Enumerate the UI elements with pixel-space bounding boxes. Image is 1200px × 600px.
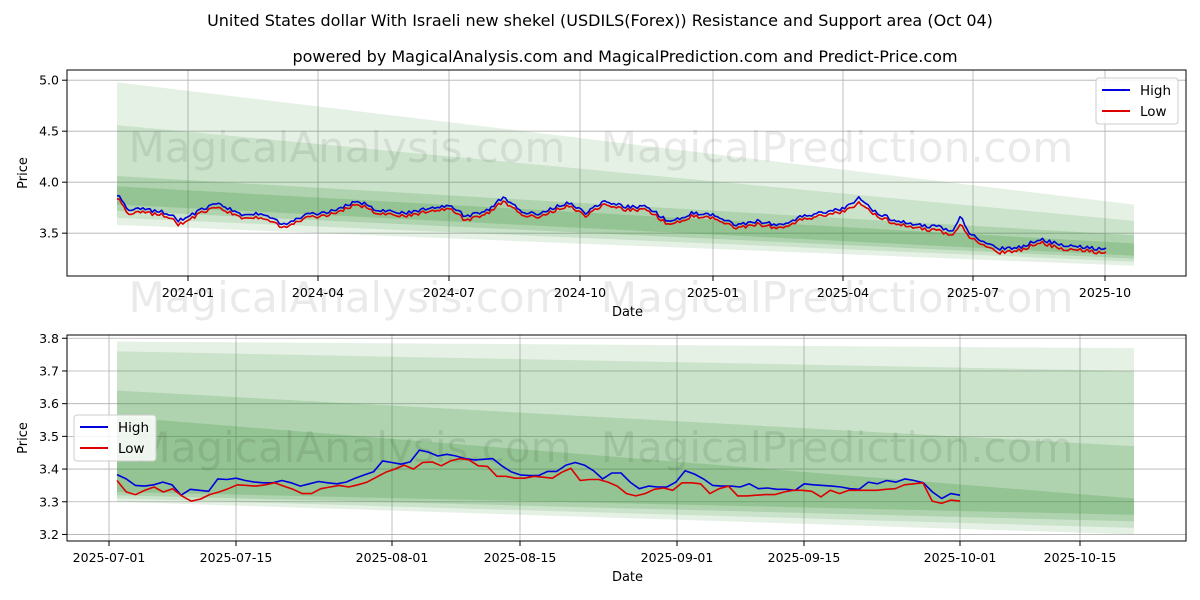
plot-frame [66,334,1187,542]
series-line-low [116,457,961,505]
top-chart: MagicalAnalysis.com MagicalPrediction.com… [16,69,1187,322]
y-tick-label: 3.7 [39,363,59,378]
y-tick-label: 3.5 [39,226,59,241]
watermark-prediction: MagicalPrediction.com [601,273,1074,322]
band-area [117,186,1134,256]
support-resistance-bands [117,82,1134,266]
y-tick-label: 3.6 [39,396,59,411]
y-tick-label: 4.0 [39,175,59,190]
band-area [117,390,1134,522]
legend-label-high: High [118,420,149,436]
watermark-prediction: MagicalPrediction.com [601,123,1074,172]
y-tick-label: 3.8 [39,331,59,346]
series-lines [116,194,1107,255]
watermark-prediction: MagicalPrediction.com [601,423,1074,472]
x-tick-label: 2024-04 [292,285,344,300]
x-tick-label: 2025-10-01 [924,550,997,565]
x-tick-label: 2025-08-15 [484,550,557,565]
bottom-chart: MagicalAnalysis.com MagicalPrediction.com… [16,331,1187,585]
legend: High Low [1095,77,1179,125]
legend: High Low [73,414,157,462]
y-axis-label: Price [16,422,31,454]
legend-label-high: High [1140,83,1171,99]
y-tick-label: 3.2 [39,527,59,542]
legend-label-low: Low [118,441,145,457]
x-tick-label: 2025-10-15 [1044,550,1117,565]
plot-frame [66,69,1187,277]
x-tick-label: 2025-07 [947,285,999,300]
x-tick-label: 2024-10 [554,285,606,300]
band-area [117,125,1134,262]
y-tick-label: 3.5 [39,429,59,444]
band-area [117,82,1134,266]
series-line-low [116,198,1107,255]
y-tick-label: 3.3 [39,494,59,509]
chart-subtitle: powered by MagicalAnalysis.com and Magic… [292,47,957,66]
series-line-high [116,194,1107,251]
y-axis-label: Price [16,157,31,189]
watermark-analysis: MagicalAnalysis.com [129,123,566,172]
y-tick-label: 3.4 [39,462,59,477]
y-tick-label: 5.0 [39,73,59,88]
x-axis-label: Date [612,305,643,320]
x-tick-label: 2025-04 [817,285,869,300]
x-tick-label: 2025-10 [1079,285,1131,300]
watermark-analysis: MagicalAnalysis.com [129,273,566,322]
x-tick-label: 2025-09-15 [768,550,841,565]
x-tick-label: 2024-01 [162,285,214,300]
y-tick-label: 4.5 [39,124,59,139]
band-area [117,341,1134,535]
legend-label-low: Low [1140,104,1167,120]
series-lines [116,449,961,505]
x-tick-label: 2025-07-15 [200,550,273,565]
x-tick-label: 2024-07 [423,285,475,300]
x-tick-label: 2025-09-01 [641,550,714,565]
chart-title: United States dollar With Israeli new sh… [207,11,993,30]
x-tick-label: 2025-07-01 [73,550,146,565]
x-axis-label: Date [612,570,643,585]
x-tick-label: 2025-08-01 [356,550,429,565]
watermark-analysis: MagicalAnalysis.com [135,423,572,472]
series-line-high [116,449,961,500]
band-area [117,176,1134,259]
x-tick-label: 2025-01 [687,285,739,300]
